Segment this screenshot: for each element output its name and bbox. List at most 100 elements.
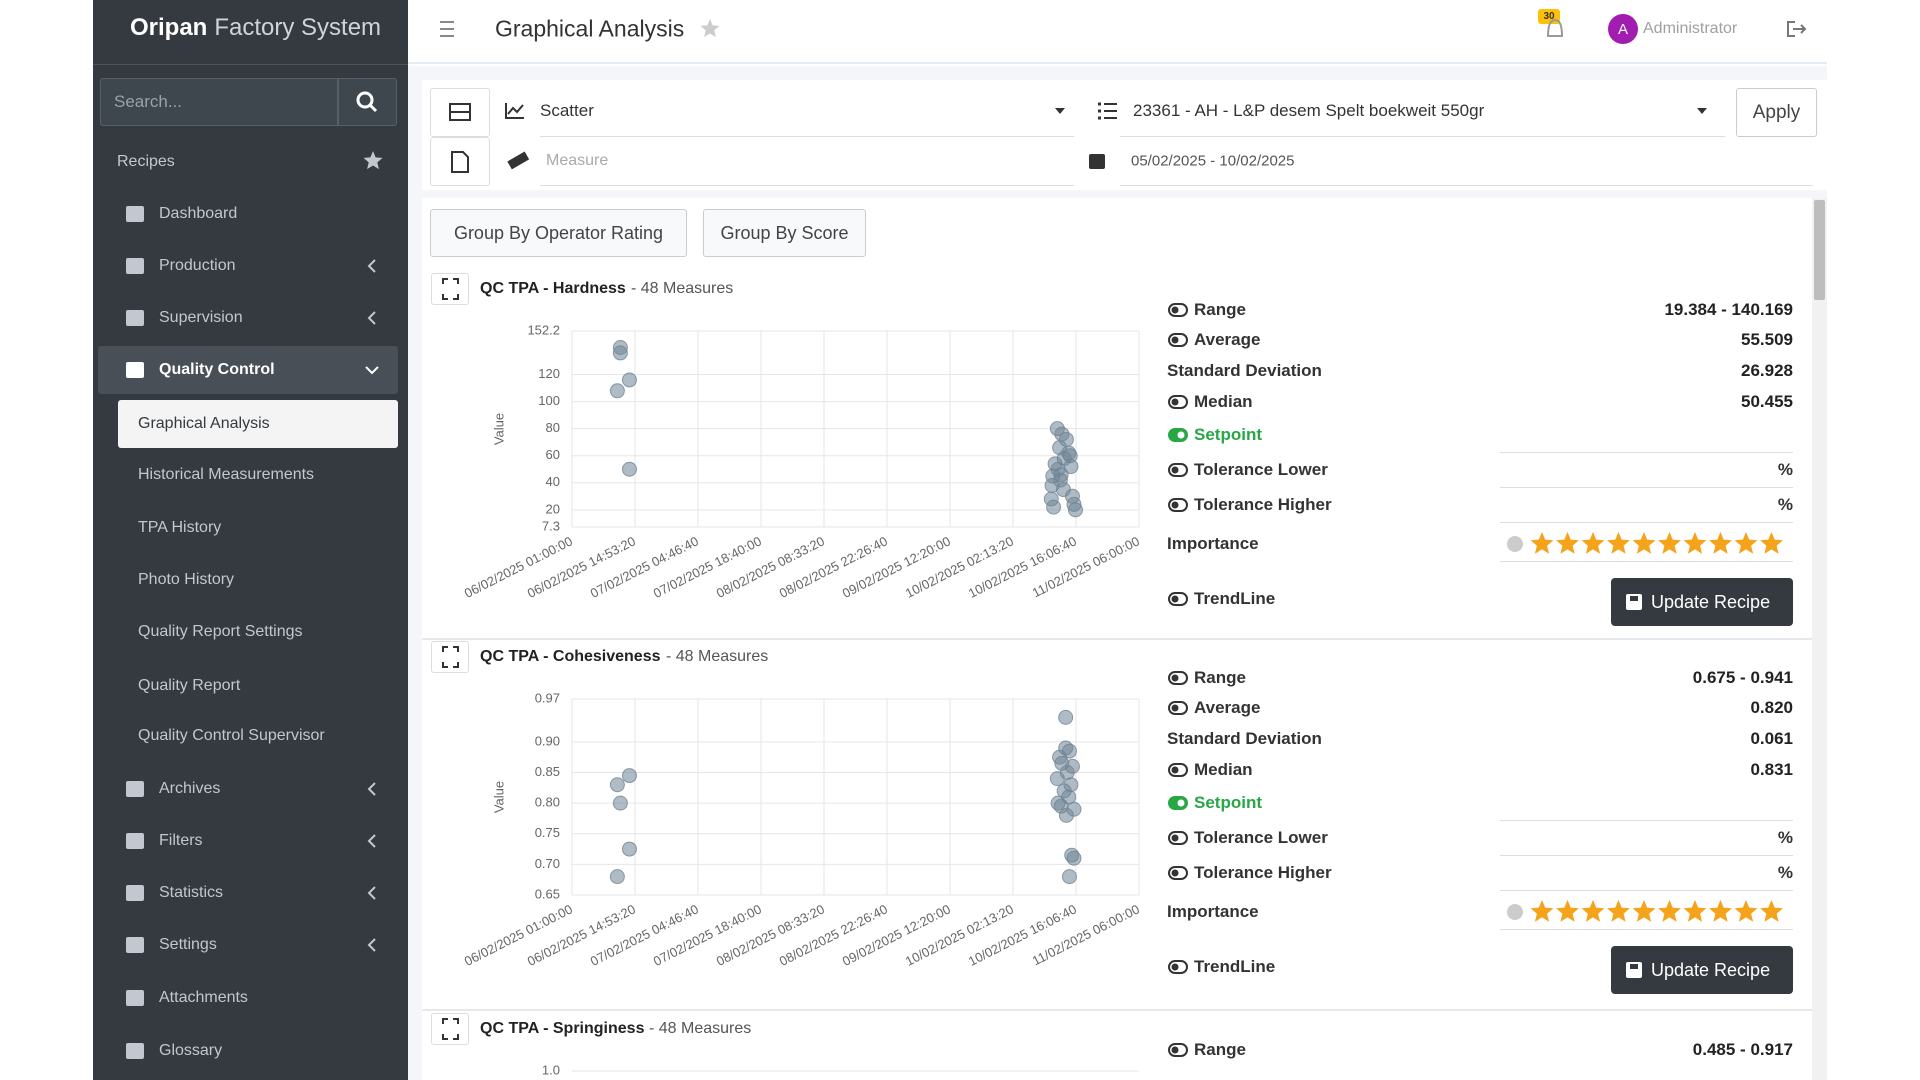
scrollbar bbox=[1812, 198, 1827, 1080]
menu-item[interactable]: Settings bbox=[159, 936, 217, 953]
brand-rest: Factory System bbox=[214, 14, 382, 41]
header bbox=[408, 0, 1827, 64]
stat-label: Range bbox=[1194, 1040, 1246, 1059]
stat-label: Standard Deviation bbox=[1167, 729, 1322, 748]
stat-label: Average bbox=[1194, 698, 1261, 717]
scrollbar-thumb bbox=[1814, 200, 1825, 300]
stat-value: 55.509 bbox=[1741, 330, 1793, 349]
importance-label: Importance bbox=[1167, 534, 1259, 553]
menu-item[interactable]: Production bbox=[159, 257, 236, 274]
stat-value: 0.831 bbox=[1750, 760, 1793, 779]
menu-item[interactable]: Filters bbox=[159, 832, 203, 849]
input-underline bbox=[1120, 185, 1813, 186]
stat-label: Range bbox=[1194, 300, 1246, 319]
stat-value: 0.820 bbox=[1750, 698, 1793, 717]
menu-item[interactable]: Supervision bbox=[159, 309, 243, 326]
stat-input-line bbox=[1500, 820, 1793, 821]
stat-label: Average bbox=[1194, 330, 1261, 349]
section-label: Recipes bbox=[117, 153, 175, 170]
update-button[interactable]: Update Recipe bbox=[1611, 578, 1793, 626]
update-button[interactable]: Update Recipe bbox=[1611, 946, 1793, 994]
user-name[interactable]: Administrator bbox=[1643, 20, 1738, 37]
submenu-active-bg bbox=[118, 400, 398, 448]
submenu-item[interactable]: Graphical Analysis bbox=[138, 415, 270, 432]
stat-input-line bbox=[1500, 487, 1793, 488]
stat-value: 26.928 bbox=[1741, 361, 1793, 380]
date-range[interactable]: 05/02/2025 - 10/02/2025 bbox=[1131, 152, 1295, 170]
input-underline bbox=[540, 185, 1074, 186]
stat-label: Median bbox=[1194, 392, 1253, 411]
stat-input-line bbox=[1500, 855, 1793, 856]
panel-divider bbox=[422, 1009, 1812, 1011]
menu-item[interactable]: Attachments bbox=[159, 989, 248, 1006]
stat-value: 0.061 bbox=[1750, 729, 1793, 748]
panel-measures: - 48 Measures bbox=[666, 648, 769, 665]
group-button[interactable]: Group By Score bbox=[703, 209, 866, 257]
group-button[interactable]: Group By Operator Rating bbox=[430, 209, 687, 257]
stat-label: Setpoint bbox=[1194, 425, 1262, 444]
menu-item[interactable]: Statistics bbox=[159, 884, 224, 901]
measure-input[interactable]: Measure bbox=[546, 152, 609, 169]
page-title: Graphical Analysis bbox=[495, 15, 685, 42]
menu-item[interactable]: Archives bbox=[159, 780, 221, 797]
sidebar bbox=[93, 0, 408, 1080]
stat-label: Median bbox=[1194, 760, 1253, 779]
menu-item[interactable]: Quality Control bbox=[159, 361, 275, 378]
notification-badge: 30 bbox=[1538, 9, 1560, 24]
brand-divider bbox=[93, 64, 408, 65]
stat-input-line bbox=[1500, 452, 1793, 453]
recipe-select[interactable]: 23361 - AH - L&P desem Spelt boekweit 55… bbox=[1133, 101, 1485, 120]
stat-input-line bbox=[1500, 522, 1793, 523]
panel-divider bbox=[422, 638, 1812, 640]
apply-button[interactable]: Apply bbox=[1736, 88, 1817, 137]
stat-value: 19.384 - 140.169 bbox=[1664, 300, 1793, 319]
panel-measures: - 48 Measures bbox=[649, 1020, 752, 1037]
importance-label: Importance bbox=[1167, 902, 1259, 921]
stat-label: Tolerance Higher bbox=[1194, 863, 1332, 882]
stat-unit: % bbox=[1777, 863, 1793, 882]
stat-input-line bbox=[1500, 561, 1793, 562]
expand-button[interactable] bbox=[431, 273, 469, 305]
submenu-item[interactable]: TPA History bbox=[138, 519, 222, 536]
submenu-item[interactable]: Quality Report bbox=[138, 677, 241, 694]
expand-button[interactable] bbox=[431, 641, 469, 673]
submenu-item[interactable]: Photo History bbox=[138, 571, 235, 588]
submenu-item[interactable]: Quality Control Supervisor bbox=[138, 727, 325, 744]
panel-title: QC TPA - Springiness bbox=[480, 1020, 645, 1037]
select-underline bbox=[540, 136, 1074, 137]
stat-value: 50.455 bbox=[1741, 392, 1793, 411]
brand: Oripan Factory System bbox=[130, 14, 381, 42]
expand-button[interactable] bbox=[431, 1013, 469, 1045]
stat-label: Setpoint bbox=[1194, 793, 1262, 812]
stat-label: Tolerance Higher bbox=[1194, 495, 1332, 514]
trendline-label: TrendLine bbox=[1194, 589, 1276, 608]
select-underline bbox=[1120, 136, 1725, 137]
stat-value: 0.485 - 0.917 bbox=[1692, 1040, 1793, 1059]
pdf-button[interactable] bbox=[430, 137, 490, 186]
stat-value: 0.675 - 0.941 bbox=[1692, 668, 1793, 687]
stat-label: Range bbox=[1194, 668, 1246, 687]
table-view-button[interactable] bbox=[430, 88, 490, 137]
menu-item[interactable]: Glossary bbox=[159, 1042, 223, 1059]
panel-measures: - 48 Measures bbox=[631, 280, 734, 297]
stat-label: Standard Deviation bbox=[1167, 361, 1322, 380]
brand-bold: Oripan bbox=[130, 14, 208, 41]
panel-title: QC TPA - Cohesiveness bbox=[480, 648, 661, 665]
stat-input-line bbox=[1500, 929, 1793, 930]
search-placeholder: Search... bbox=[114, 92, 183, 111]
submenu-item[interactable]: Quality Report Settings bbox=[138, 623, 303, 640]
stat-unit: % bbox=[1777, 828, 1793, 847]
stat-label: Tolerance Lower bbox=[1194, 460, 1328, 479]
search-button[interactable] bbox=[338, 78, 397, 126]
menu-active-bg bbox=[98, 346, 398, 394]
trendline-label: TrendLine bbox=[1194, 957, 1276, 976]
stat-input-line bbox=[1500, 890, 1793, 891]
chart-type-select[interactable]: Scatter bbox=[540, 101, 594, 120]
toolbar-card bbox=[422, 80, 1827, 190]
menu-item[interactable]: Dashboard bbox=[159, 205, 238, 222]
panel-title: QC TPA - Hardness bbox=[480, 280, 626, 297]
submenu-item[interactable]: Historical Measurements bbox=[138, 466, 315, 483]
search-input[interactable] bbox=[100, 78, 338, 126]
stat-unit: % bbox=[1777, 460, 1793, 479]
